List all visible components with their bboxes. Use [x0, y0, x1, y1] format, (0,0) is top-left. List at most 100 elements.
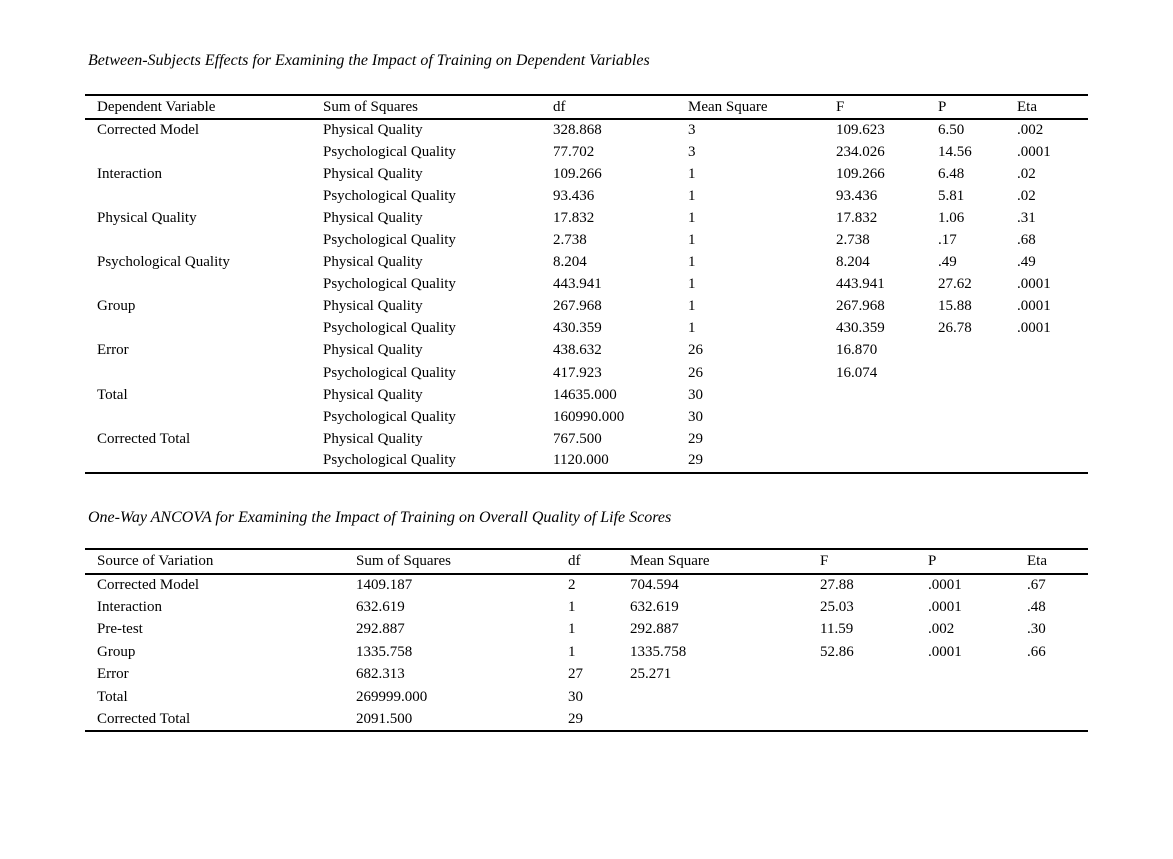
table-cell: 8.204 — [553, 254, 587, 271]
table-cell: Corrected Model — [97, 577, 200, 594]
table1-header-row: Dependent Variable Sum of Squares df Mea… — [85, 95, 1088, 119]
table-row: Psychological Quality 77.702 3 234.026 14.56… — [85, 141, 1088, 163]
table-cell: 1 — [568, 599, 576, 616]
table-cell: 1 — [568, 643, 576, 660]
table-cell: 27 — [568, 666, 583, 683]
table-cell — [1015, 664, 1088, 686]
table-cell: 1 — [688, 165, 696, 182]
table-cell: .002 — [928, 621, 955, 638]
table-cell: Psychological Quality — [97, 254, 230, 271]
table-cell — [1005, 340, 1088, 362]
table-cell: Interaction — [97, 165, 162, 182]
table-cell: .48 — [1027, 599, 1046, 616]
table-cell: Group — [97, 298, 136, 315]
table-cell: 632.619 — [630, 599, 679, 616]
table-cell: 443.941 — [836, 276, 885, 293]
table-cell: 16.074 — [836, 364, 878, 381]
table-cell: .17 — [938, 232, 957, 249]
table-row: Psychological Quality 2.738 1 2.738 .17 .68 — [85, 229, 1088, 251]
table-cell — [926, 428, 1005, 450]
table-cell: .0001 — [1017, 276, 1051, 293]
table-cell — [916, 686, 1015, 708]
table-cell: 1 — [688, 320, 696, 337]
table-cell: 1 — [688, 276, 696, 293]
table-cell — [824, 450, 926, 472]
column-header-p: P — [938, 98, 947, 115]
column-header-source-of-variation: Source of Variation — [97, 553, 214, 569]
table1-title: Between-Subjects Effects for Examining t… — [88, 52, 650, 69]
table-row: Psychological Quality 430.359 1 430.359 26.7… — [85, 318, 1088, 340]
table-cell: 26 — [688, 342, 703, 359]
table-cell: 2 — [568, 577, 576, 594]
table1-body: Corrected Model Physical Quality 328.868 3 1… — [85, 119, 1088, 473]
table-cell: Psychological Quality — [323, 408, 456, 425]
column-header-sum-of-squares: Sum of Squares — [356, 553, 451, 569]
table-cell: 14635.000 — [553, 386, 617, 403]
column-header-eta: Eta — [1017, 98, 1037, 115]
table-cell: 292.887 — [630, 621, 679, 638]
table-cell — [926, 340, 1005, 362]
table2-title: One-Way ANCOVA for Examining the Impact … — [88, 509, 672, 526]
table-cell: 328.868 — [553, 122, 602, 139]
table-cell: 1409.187 — [356, 577, 413, 594]
table-cell: 17.832 — [553, 209, 595, 226]
table-cell — [824, 428, 926, 450]
table-cell: 417.923 — [553, 364, 602, 381]
table-cell: 292.887 — [356, 621, 405, 638]
table-cell: .002 — [1017, 122, 1044, 139]
column-header-p: P — [928, 553, 937, 569]
table-row: Group Physical Quality 267.968 1 267.968 15.8… — [85, 296, 1088, 318]
table-cell: 1 — [688, 209, 696, 226]
table-cell: 29 — [688, 452, 703, 469]
table2-header-row: Source of Variation Sum of Squares df Me… — [85, 549, 1088, 574]
table-cell: 704.594 — [630, 577, 679, 594]
table-cell: 6.48 — [938, 165, 965, 182]
table-cell: 14.56 — [938, 143, 972, 160]
table-row: Pre-test 292.887 1 292.887 11.59 .002 .30 — [85, 619, 1088, 641]
table-cell: 30 — [688, 408, 703, 425]
table-cell — [926, 384, 1005, 406]
table-cell: 682.313 — [356, 666, 405, 683]
table-cell: 30 — [568, 688, 583, 705]
table-cell — [1005, 428, 1088, 450]
table-cell — [808, 708, 916, 730]
table-cell: Physical Quality — [97, 209, 197, 226]
table-cell — [85, 274, 311, 296]
table-cell: Total — [97, 688, 128, 705]
table-cell: Group — [97, 643, 136, 660]
table1: Dependent Variable Sum of Squares df Mea… — [85, 94, 1088, 474]
table-cell: .49 — [1017, 254, 1036, 271]
table-cell: 93.436 — [553, 187, 595, 204]
table-cell: Psychological Quality — [323, 320, 456, 337]
table-cell: 5.81 — [938, 187, 965, 204]
table2: Source of Variation Sum of Squares df Me… — [85, 548, 1088, 732]
table-cell — [808, 686, 916, 708]
table-cell: 430.359 — [836, 320, 885, 337]
table-cell: 2.738 — [836, 232, 870, 249]
table-cell: 16.870 — [836, 342, 878, 359]
table-cell: 160990.000 — [553, 408, 625, 425]
table-cell: Physical Quality — [323, 342, 423, 359]
table-row: Psychological Quality 93.436 1 93.436 5.81 .0… — [85, 185, 1088, 207]
table-cell: .68 — [1017, 232, 1036, 249]
table-cell: .0001 — [1017, 298, 1051, 315]
column-header-mean-square: Mean Square — [688, 98, 768, 115]
table-cell: 2091.500 — [356, 710, 413, 727]
table-cell: Physical Quality — [323, 386, 423, 403]
column-header-sum-of-squares: Sum of Squares — [323, 98, 418, 115]
table-cell: 52.86 — [820, 643, 854, 660]
table-cell: 267.968 — [553, 298, 602, 315]
table-row: Group 1335.758 1 1335.758 52.86 .0001 .66 — [85, 641, 1088, 663]
table-cell: Pre-test — [97, 621, 143, 638]
table-cell: Physical Quality — [323, 165, 423, 182]
table-cell — [916, 708, 1015, 730]
table-cell — [808, 664, 916, 686]
column-header-df: df — [553, 98, 566, 115]
table-cell: Corrected Total — [97, 710, 191, 727]
column-header-dependent-variable: Dependent Variable — [97, 98, 216, 115]
column-header-eta: Eta — [1027, 553, 1047, 569]
table-cell — [85, 362, 311, 384]
table-cell: .66 — [1027, 643, 1046, 660]
table-cell: 30 — [688, 386, 703, 403]
